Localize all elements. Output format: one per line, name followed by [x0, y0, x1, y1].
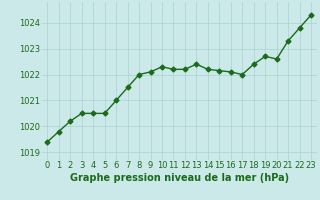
X-axis label: Graphe pression niveau de la mer (hPa): Graphe pression niveau de la mer (hPa)	[70, 173, 289, 183]
